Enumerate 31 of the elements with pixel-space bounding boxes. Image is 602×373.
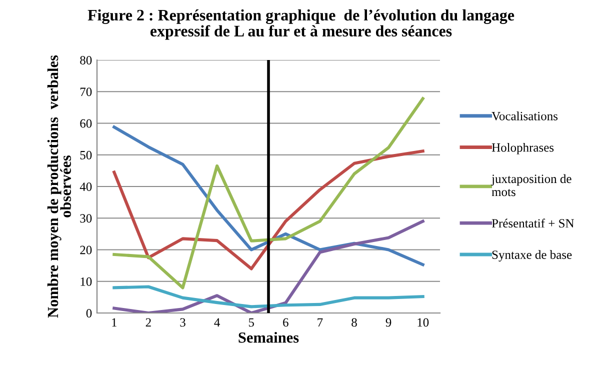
x-tick-label: 1 (112, 318, 117, 327)
y-tick-label: 10 (80, 277, 92, 286)
x-axis-title: Semaines (238, 332, 299, 343)
y-tick-label: 20 (80, 246, 92, 254)
x-tick-label: 9 (386, 318, 392, 327)
y-tick-label: 70 (80, 88, 92, 96)
legend-label: Présentatif + SN (492, 218, 574, 228)
x-tick-label: 3 (180, 318, 186, 327)
line-series (112, 150, 424, 270)
y-axis-title: Nombre moyen de productions verbales observées (47, 55, 71, 318)
x-tick-label: 7 (318, 318, 323, 327)
y-tick-label: 0 (86, 309, 92, 318)
x-tick-label: 10 (418, 318, 429, 327)
legend-label: Vocalisations (492, 112, 558, 120)
x-tick-label: 5 (248, 318, 254, 327)
legend-label: Syntaxe de base (492, 250, 572, 262)
y-tick-label: 30 (80, 214, 92, 223)
line-series (112, 97, 424, 290)
y-tick-label: 80 (80, 56, 92, 64)
y-tick-label: 50 (80, 150, 92, 160)
legend-label: juxtaposition de mots (491, 174, 572, 196)
legend-label: Holophrases (492, 142, 554, 154)
chart-title: Figure 2 : Représentation graphique de l’évolution du langage expressif de L au fur et à mesure des séances (88, 9, 514, 40)
line-series (112, 285, 424, 308)
x-tick-label: 4 (214, 318, 220, 327)
x-tick-label: 6 (283, 318, 288, 327)
line-series (112, 220, 424, 313)
x-tick-label: 8 (352, 318, 357, 327)
y-tick-label: 60 (80, 119, 92, 128)
x-tick-label: 2 (146, 318, 151, 327)
y-tick-label: 40 (80, 182, 92, 191)
